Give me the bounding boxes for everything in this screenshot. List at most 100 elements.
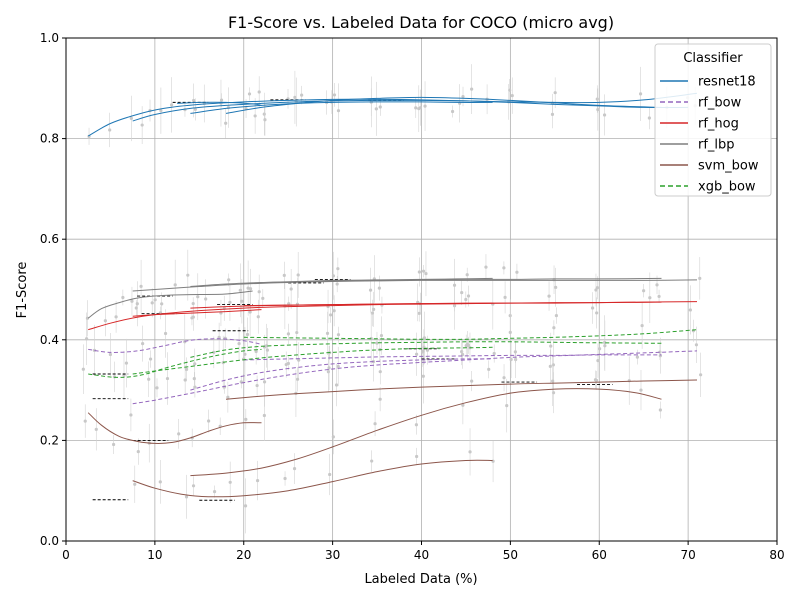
sample-point [253,114,257,118]
sample-point [207,419,211,423]
sample-point [551,379,555,383]
sample-point [246,286,250,290]
sample-point [594,378,599,382]
series-line [132,309,262,317]
sample-point [289,287,293,291]
sample-point [257,290,261,294]
sample-point [414,352,419,356]
y-tick-label: 0.4 [40,333,59,347]
sample-point [487,367,491,371]
sample-point [336,364,340,369]
sample-point [421,349,425,353]
sample-point [227,278,231,282]
sample-point [596,107,600,112]
sample-point [484,265,488,269]
sample-point [245,332,250,337]
sample-point [698,276,702,280]
sample-point [286,332,291,336]
sample-point [658,408,662,412]
sample-point [421,269,426,273]
sample-point [372,307,376,311]
sample-point [328,472,332,477]
sample-point [378,105,382,109]
x-tick-label: 30 [325,548,340,562]
sample-point [129,413,133,417]
sample-point [461,403,465,407]
sample-point [193,385,197,389]
sample-point [153,298,157,302]
sample-point [121,295,125,300]
sample-point [92,348,97,353]
sample-point [238,288,242,292]
y-tick-label: 0.0 [40,534,59,548]
legend-label: xgb_bow [698,180,756,195]
series-line [243,301,662,307]
y-tick-label: 0.8 [40,132,59,146]
sample-point [425,348,430,352]
x-tick-label: 20 [236,548,251,562]
sample-point [186,273,190,277]
sample-point [547,294,551,298]
sample-point [461,94,465,99]
sample-point [261,296,265,300]
y-tick-label: 1.0 [40,31,59,45]
sample-point [130,299,134,303]
sample-point [554,313,559,318]
series-line [190,341,662,358]
sample-point [159,109,163,113]
sample-point [296,273,300,277]
sample-point [155,386,159,390]
sample-point [292,466,297,471]
sample-point [515,270,519,274]
sample-point [510,94,514,98]
sample-point [254,349,258,354]
sample-point [417,107,421,111]
sample-point [150,301,154,305]
sample-point [468,450,472,454]
sample-point [327,366,331,370]
sample-point [460,352,465,357]
sample-point [160,302,164,306]
sample-point [108,128,112,132]
sample-point [492,351,496,356]
sample-point [228,300,232,304]
sample-point [424,272,428,276]
sample-point [603,344,607,348]
series-line [177,101,262,106]
series-line [190,388,662,477]
sample-point [163,331,168,336]
sample-point [508,330,512,334]
sample-point [108,352,113,357]
sample-point [257,90,261,94]
sample-point [549,344,553,348]
sample-point [224,121,228,125]
sample-point [122,373,126,377]
sample-point [464,297,468,302]
sample-point [332,309,336,313]
sample-point [377,286,381,290]
series-resnet18 [87,92,698,137]
sample-point [140,123,144,127]
series-line [88,348,262,378]
sample-point [647,116,651,120]
sample-point [414,106,418,110]
sample-point [217,335,221,340]
sample-point [139,284,143,288]
sample-point [378,370,382,374]
sample-point [244,417,248,421]
x-tick-label: 0 [62,548,70,562]
sample-point [240,299,244,303]
sample-point [184,367,189,371]
sample-point [505,404,509,408]
series-line [87,412,262,444]
sample-point [219,98,224,102]
chart-title: F1-Score vs. Labeled Data for COCO (micr… [228,13,614,32]
sample-point [648,296,652,300]
sample-point [204,297,208,301]
y-tick-label: 0.6 [40,232,59,246]
sample-point [282,273,286,278]
sample-point [184,495,189,499]
series-svm-bow [87,379,698,498]
sample-point [414,423,419,427]
sample-point [638,92,643,96]
